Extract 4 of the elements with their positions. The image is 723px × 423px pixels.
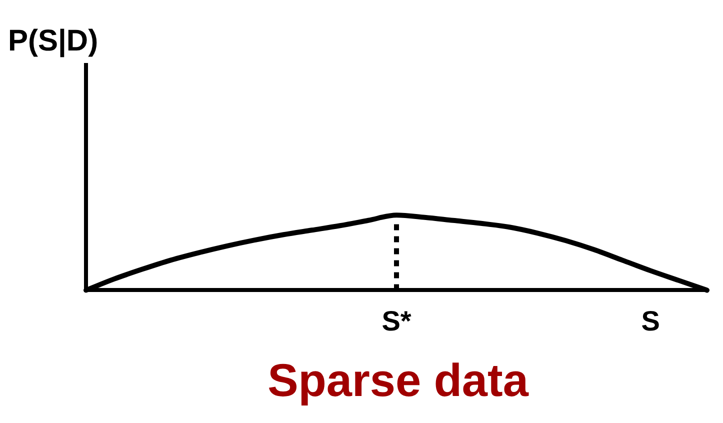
text: Sparse data [268, 354, 529, 406]
x-tick-label: S [641, 306, 660, 337]
x-tick-label: S* [382, 306, 412, 337]
text: P(S|D) [8, 24, 98, 58]
